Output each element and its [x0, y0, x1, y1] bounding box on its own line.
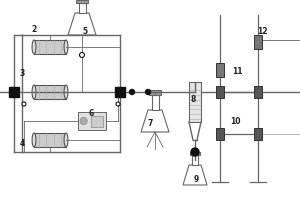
Text: 10: 10: [230, 116, 241, 126]
Ellipse shape: [32, 133, 36, 147]
Text: 12: 12: [257, 26, 268, 36]
Text: 4: 4: [20, 138, 25, 148]
Text: 11: 11: [232, 68, 242, 76]
Bar: [216, 86, 224, 98]
Bar: [189, 82, 201, 122]
Circle shape: [146, 90, 151, 95]
Circle shape: [80, 117, 87, 125]
Text: 9: 9: [194, 174, 199, 184]
Bar: [254, 128, 262, 140]
Text: 5: 5: [83, 27, 88, 36]
Circle shape: [80, 52, 85, 58]
Ellipse shape: [64, 133, 68, 147]
Bar: [216, 128, 224, 140]
Text: 2: 2: [32, 24, 37, 33]
Bar: [149, 90, 161, 95]
Circle shape: [130, 90, 134, 95]
Ellipse shape: [64, 85, 68, 99]
Bar: [79, 3, 86, 13]
Circle shape: [22, 102, 26, 106]
Ellipse shape: [32, 85, 36, 99]
Bar: [192, 155, 198, 165]
Bar: [190, 152, 200, 155]
Polygon shape: [141, 110, 169, 132]
Ellipse shape: [32, 40, 36, 54]
Bar: [9, 87, 19, 97]
Bar: [91, 116, 103, 127]
Circle shape: [191, 148, 199, 156]
Bar: [78, 112, 106, 130]
Bar: [76, 0, 88, 3]
Bar: [216, 63, 224, 77]
Text: 6: 6: [89, 108, 94, 117]
Polygon shape: [68, 13, 96, 35]
Text: 7: 7: [147, 118, 153, 128]
Bar: [254, 86, 262, 98]
Bar: [152, 95, 158, 110]
Bar: [115, 87, 125, 97]
Bar: [34, 85, 66, 99]
Bar: [34, 133, 66, 147]
Bar: [34, 40, 66, 54]
Text: 3: 3: [20, 68, 25, 77]
Text: 8: 8: [191, 95, 196, 104]
Bar: [254, 35, 262, 49]
Ellipse shape: [64, 40, 68, 54]
Polygon shape: [183, 165, 207, 185]
Circle shape: [116, 102, 120, 106]
